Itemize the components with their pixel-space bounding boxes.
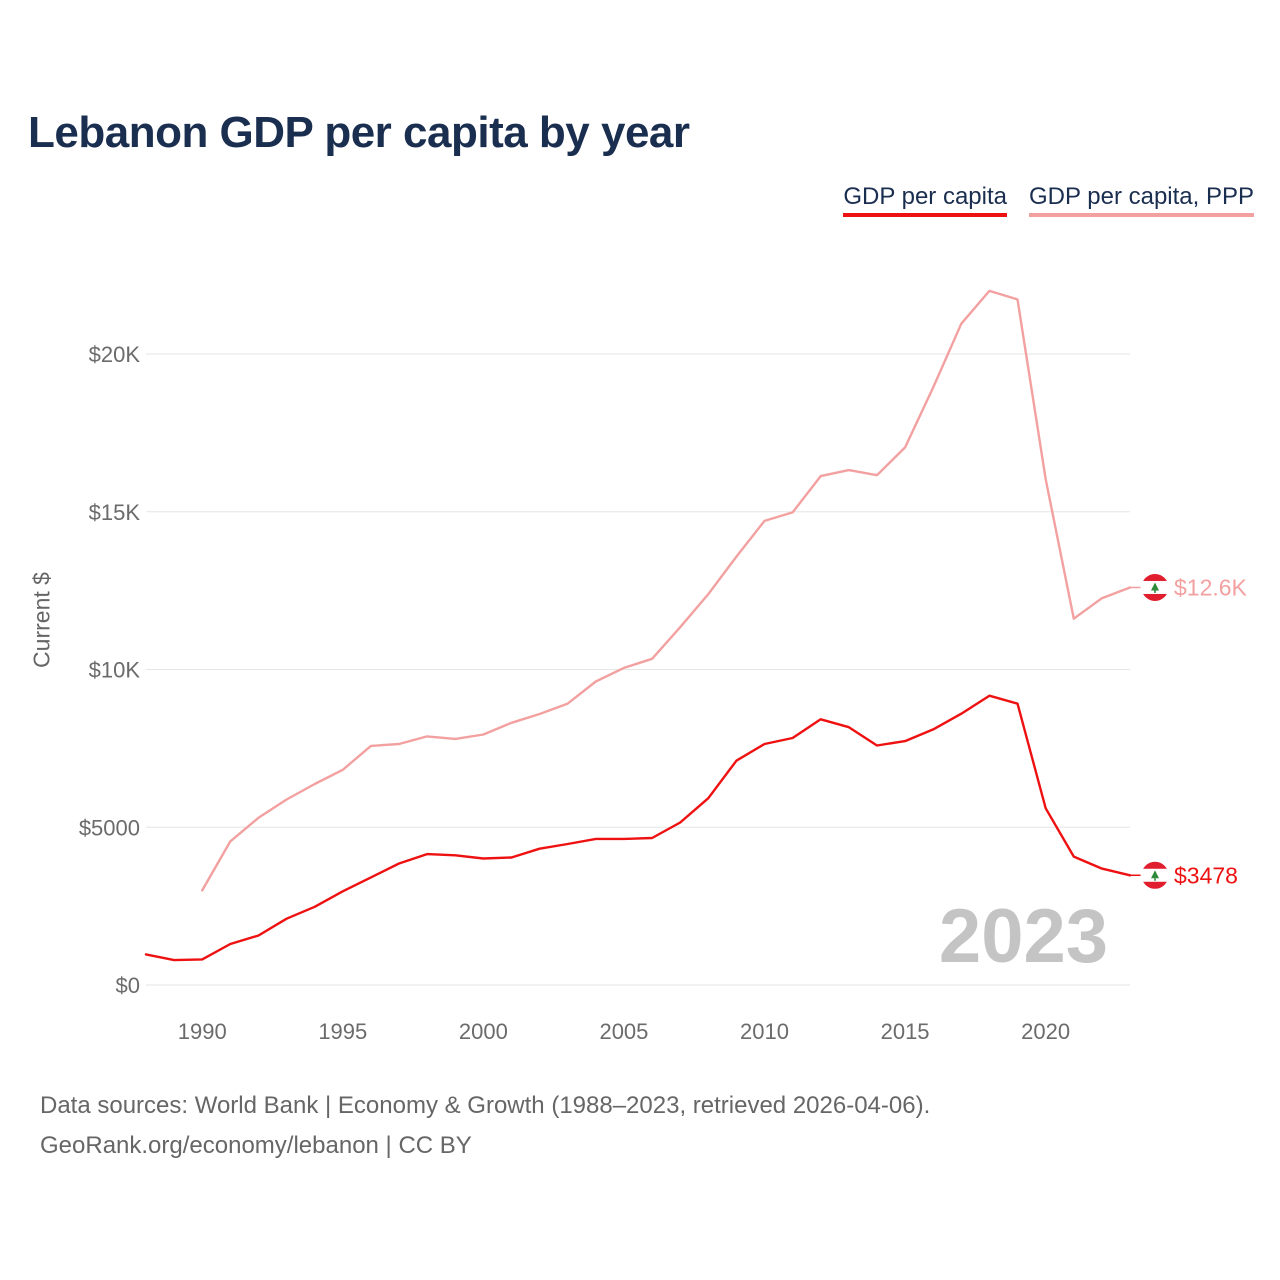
- footer-sources: Data sources: World Bank | Economy & Gro…: [40, 1092, 931, 1119]
- y-axis-ticks: $0 $5000 $10K $15K $20K: [79, 342, 141, 998]
- series-lines: [144, 289, 1132, 962]
- lebanon-flag-icon: [1140, 572, 1170, 602]
- legend: GDP per capita GDP per capita, PPP: [843, 183, 1254, 217]
- x-tick-label: 2000: [459, 1019, 508, 1044]
- x-tick-label: 1995: [318, 1019, 367, 1044]
- x-tick-label: 2015: [881, 1019, 930, 1044]
- chart-title: Lebanon GDP per capita by year: [28, 108, 690, 157]
- footer: Data sources: World Bank | Economy & Gro…: [40, 1086, 930, 1166]
- series-line-gdp-per-capita[interactable]: [144, 694, 1132, 962]
- series-line-gdp-per-capita-ppp[interactable]: [200, 289, 1132, 892]
- end-value-label-gdp-per-capita-ppp: $12.6K: [1174, 574, 1248, 600]
- legend-item-gdp-per-capita[interactable]: GDP per capita: [843, 183, 1007, 217]
- x-tick-label: 2010: [740, 1019, 789, 1044]
- legend-item-gdp-per-capita-ppp[interactable]: GDP per capita, PPP: [1029, 183, 1254, 217]
- year-watermark: 2023: [939, 894, 1108, 979]
- x-tick-label: 1990: [178, 1019, 227, 1044]
- x-axis-ticks: 1990 1995 2000 2005 2010 2015 2020: [178, 1019, 1070, 1044]
- grid-lines: [146, 353, 1130, 986]
- y-tick-label: $0: [116, 973, 140, 998]
- footer-attribution[interactable]: GeoRank.org/economy/lebanon | CC BY: [40, 1132, 472, 1159]
- lebanon-flag-icon: [1140, 860, 1170, 890]
- y-tick-label: $5000: [79, 815, 140, 840]
- end-markers: $3478 $12.6K: [1130, 572, 1248, 890]
- x-tick-label: 2005: [599, 1019, 648, 1044]
- y-tick-label: $10K: [89, 658, 141, 683]
- y-tick-label: $15K: [89, 500, 141, 525]
- end-value-label-gdp-per-capita: $3478: [1174, 862, 1238, 888]
- y-tick-label: $20K: [89, 342, 141, 367]
- x-tick-label: 2020: [1021, 1019, 1070, 1044]
